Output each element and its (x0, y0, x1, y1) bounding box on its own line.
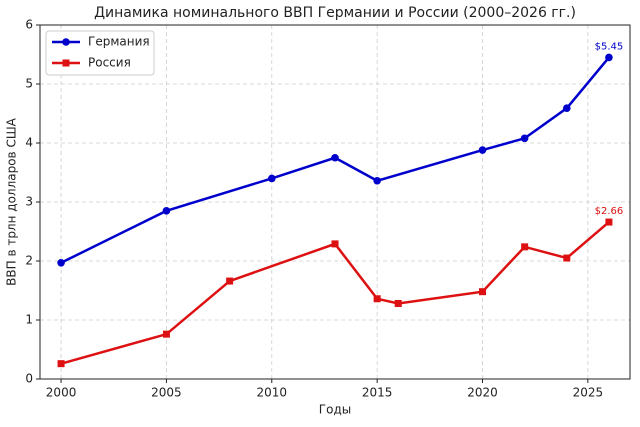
marker (521, 243, 529, 251)
value-label: $2.66 (595, 206, 624, 217)
marker (162, 330, 170, 338)
y-tick-label: 0 (25, 372, 33, 386)
marker (57, 258, 65, 267)
marker (479, 288, 486, 296)
x-tick-label: 2025 (573, 386, 604, 400)
marker (605, 218, 613, 226)
value-label: $5.45 (595, 41, 624, 52)
x-axis-label: Годы (319, 403, 351, 417)
legend-label: Россия (88, 56, 131, 70)
y-tick-label: 6 (25, 18, 33, 32)
y-tick-label: 3 (25, 195, 33, 209)
x-tick-label: 2015 (362, 386, 393, 400)
x-tick-label: 2000 (46, 386, 77, 400)
legend-label: Германия (88, 35, 150, 49)
marker (520, 134, 529, 143)
x-tick-label: 2020 (467, 386, 498, 400)
marker (394, 299, 402, 307)
legend-marker (62, 59, 70, 67)
marker (373, 176, 381, 185)
y-axis-label: ВВП в трлн долларов США (5, 117, 19, 286)
x-tick-label: 2010 (257, 386, 288, 400)
y-tick-label: 2 (25, 254, 33, 268)
marker (226, 277, 234, 285)
marker (373, 295, 381, 303)
marker (331, 153, 339, 162)
line (60, 221, 610, 365)
chart-title: Динамика номинального ВВП Германии и Рос… (94, 5, 576, 21)
marker (562, 104, 571, 112)
y-tick-label: 4 (25, 136, 33, 150)
plot-frame (39, 24, 631, 380)
marker (267, 174, 276, 183)
marker (605, 53, 613, 62)
marker (563, 254, 571, 262)
x-tick-label: 2005 (151, 386, 182, 400)
y-tick-label: 1 (25, 313, 33, 327)
marker (331, 240, 339, 248)
marker (478, 146, 487, 154)
marker (162, 207, 171, 215)
marker (57, 360, 65, 368)
legend-marker (62, 38, 70, 46)
y-tick-label: 5 (25, 77, 33, 91)
